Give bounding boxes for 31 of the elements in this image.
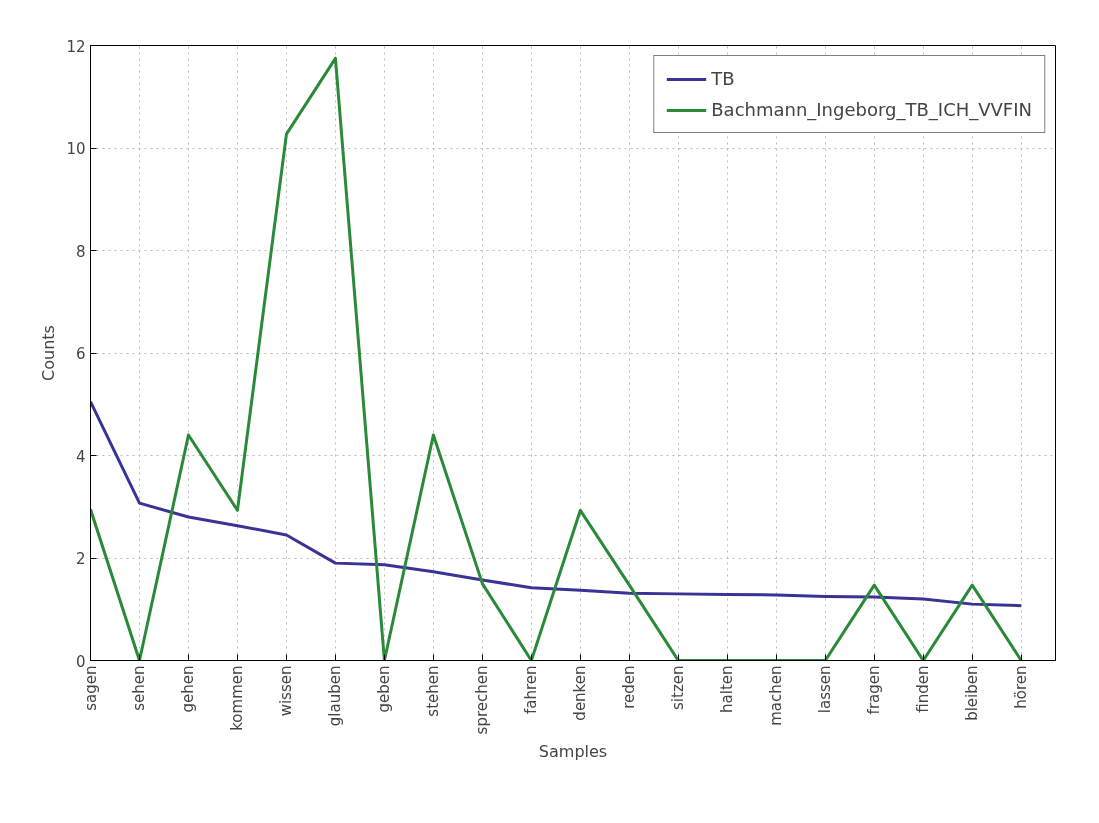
x-tick-label: reden — [620, 665, 639, 709]
x-tick-label: machen — [767, 665, 786, 726]
y-tick-label: 12 — [66, 37, 86, 56]
x-tick-label: geben — [375, 665, 394, 713]
x-tick-label: wissen — [277, 665, 296, 717]
x-tick-label: lassen — [816, 665, 835, 714]
legend-label: Bachmann_Ingeborg_TB_ICH_VVFIN — [711, 99, 1032, 120]
y-axis-title: Counts — [39, 325, 59, 381]
x-tick-label: sprechen — [473, 665, 492, 735]
y-tick-label: 2 — [75, 550, 86, 568]
y-tick-label: 10 — [66, 140, 86, 158]
x-tick-label: finden — [914, 665, 933, 713]
x-tick-label: kommen — [228, 665, 247, 731]
x-axis-title: Samples — [538, 742, 608, 762]
x-tick-label: hören — [1012, 665, 1031, 709]
line-series — [90, 400, 1023, 608]
x-tick-label: glauben — [326, 665, 345, 727]
x-tick-label: denken — [571, 665, 590, 721]
x-tick-label: gehen — [179, 665, 198, 713]
x-tick-label: fahren — [522, 665, 541, 715]
x-tick-label: stehen — [424, 665, 443, 717]
x-tick-label: sehen — [130, 665, 149, 711]
y-tick-label: 8 — [75, 242, 86, 261]
legend-label: TB — [711, 68, 735, 89]
x-tick-label: halten — [718, 665, 737, 713]
x-tick-label: bleiben — [963, 665, 982, 721]
y-tick-label: 0 — [75, 652, 86, 671]
y-tick-label: 4 — [75, 447, 86, 466]
y-tick-label: 6 — [75, 345, 86, 363]
x-tick-label: sitzen — [669, 665, 688, 710]
x-tick-label: fragen — [865, 665, 884, 715]
